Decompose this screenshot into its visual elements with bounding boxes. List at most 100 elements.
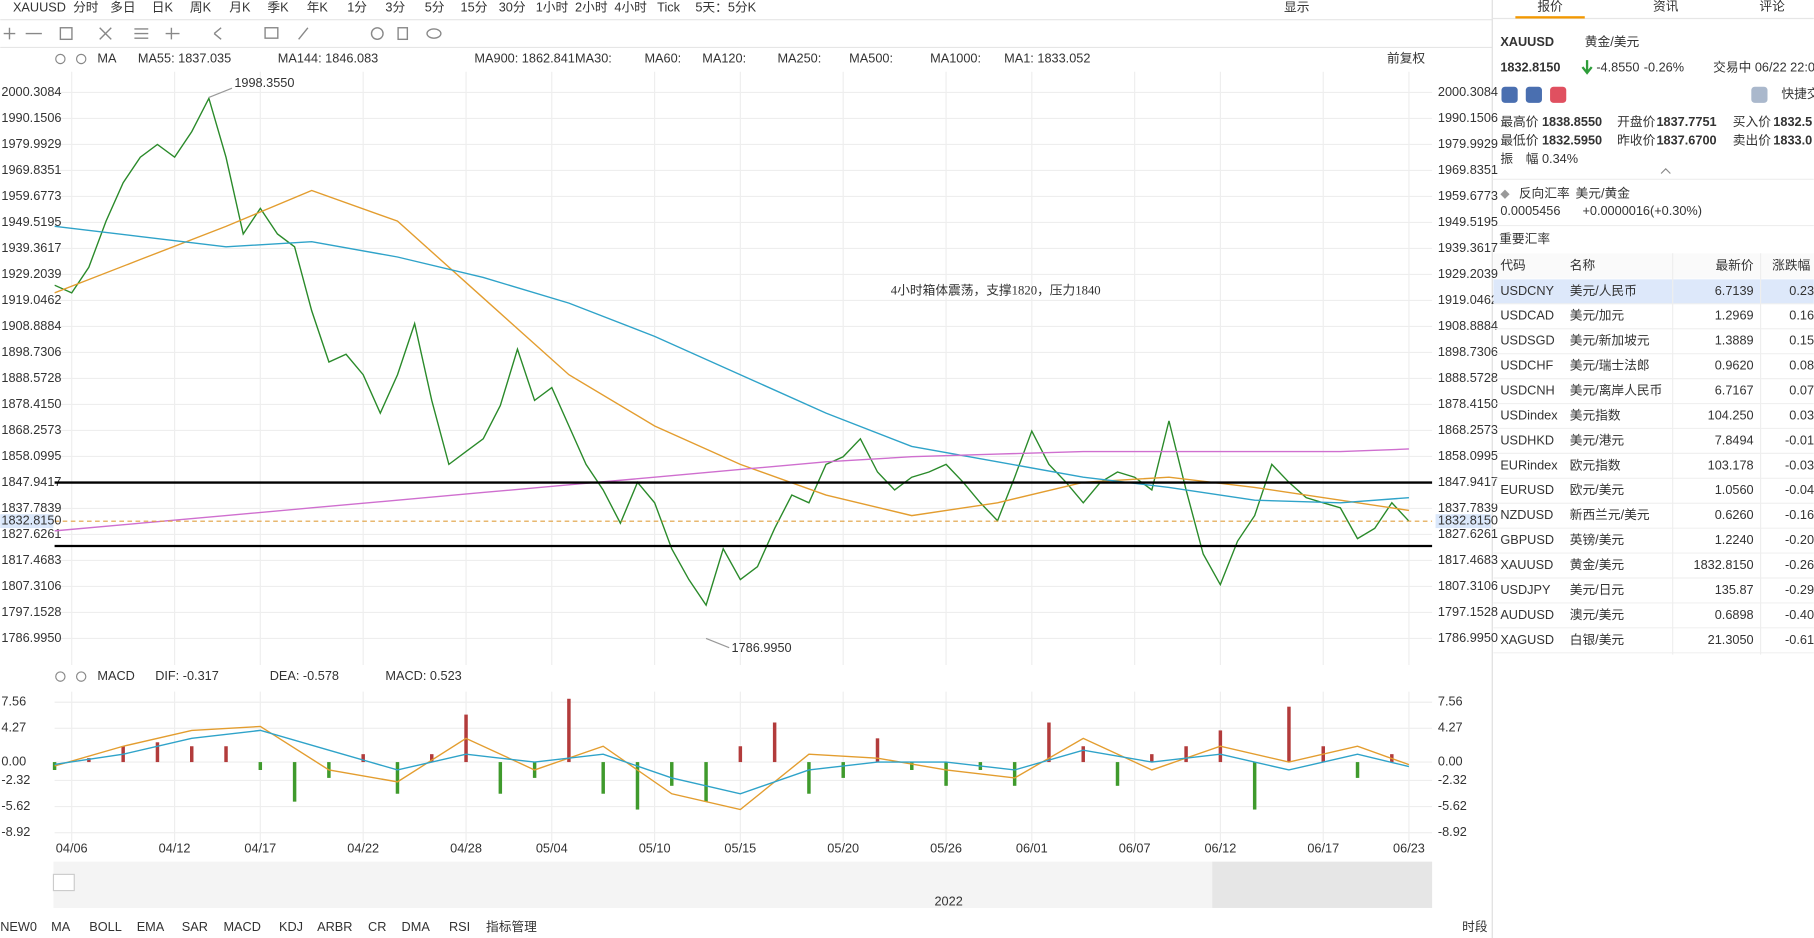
panel-tab[interactable]: 报价	[1537, 0, 1563, 13]
delete-icon[interactable]	[397, 27, 409, 41]
quote-status: 交易中 06/22 22:05(	[1713, 60, 1814, 75]
row-change: 0.07%	[1789, 383, 1814, 398]
navigator[interactable]	[53, 861, 1433, 908]
session-button[interactable]: 时段	[1462, 919, 1488, 934]
y-tick-label: 4.27	[1438, 720, 1463, 735]
series-line	[54, 189, 1410, 517]
y-tick-label: 1797.1528	[1, 604, 61, 619]
period-button[interactable]: 分时	[73, 0, 99, 14]
arrow-icon[interactable]	[213, 27, 222, 40]
macd-bar	[807, 762, 811, 794]
x-tick-label: 04/22	[347, 840, 379, 855]
row-price: 0.9620	[1715, 358, 1754, 373]
macd-bar	[910, 762, 914, 770]
indicator-button[interactable]: MACD	[223, 919, 260, 934]
y-tick-label: 1939.3617	[1438, 240, 1498, 255]
y-tick-label: 1858.0995	[1, 448, 61, 463]
row-name: 美元/日元	[1570, 582, 1625, 597]
period-button[interactable]: 周K	[190, 0, 212, 14]
quote-row[interactable]: USDCAD 美元/加元 1.2969 0.16%	[1493, 308, 1814, 330]
symbol-tab[interactable]: XAUUSD	[13, 0, 66, 14]
macd-bar	[738, 746, 743, 763]
macd-bar	[1047, 722, 1051, 763]
x-tick-label: 04/12	[159, 840, 191, 855]
quick-trade[interactable]: 快捷交	[1781, 86, 1814, 101]
navigator-window[interactable]	[1212, 861, 1433, 908]
stat-label: 最低价	[1500, 132, 1538, 147]
y-tick-label: 1817.4683	[1438, 552, 1498, 567]
x-tick-label: 04/17	[244, 840, 276, 855]
stat-label: 卖出价	[1733, 132, 1771, 147]
period-button[interactable]: 5分	[425, 0, 445, 14]
period-button[interactable]: 30分	[499, 0, 526, 14]
period-button[interactable]: 15分	[461, 0, 488, 14]
lines-icon[interactable]	[134, 28, 149, 39]
period-button[interactable]: 年K	[307, 0, 329, 14]
stat-value: 0.34%	[1542, 151, 1578, 166]
x-tick-label: 05/04	[536, 840, 568, 855]
eye-icon[interactable]	[426, 28, 442, 39]
rect-icon[interactable]	[59, 27, 73, 41]
hide-icon[interactable]	[370, 27, 384, 41]
macd-bar	[395, 762, 400, 794]
indicator-button[interactable]: MA	[51, 919, 71, 934]
quote-row[interactable]: USDCHF 美元/瑞士法郎 0.9620 0.08%	[1493, 358, 1814, 380]
quote-icon[interactable]	[1525, 86, 1542, 103]
quote-icon[interactable]	[1550, 86, 1567, 103]
panel-tab[interactable]: 评论	[1759, 0, 1785, 13]
row-price: 0.6898	[1715, 607, 1754, 622]
legend-item: DIF: -0.317	[155, 668, 219, 683]
row-code: USDSGD	[1500, 333, 1554, 348]
indicator-manage[interactable]: 指标管理	[486, 919, 537, 934]
period-button[interactable]: 日K	[152, 0, 174, 14]
panel-tab[interactable]: 资讯	[1653, 0, 1679, 13]
alert-icon[interactable]	[1751, 86, 1768, 103]
period-button[interactable]: 2小时	[575, 0, 608, 14]
indicator-button[interactable]: BOLL	[89, 919, 122, 934]
quote-row[interactable]: GBPUSD 英镑/美元 1.2240 -0.20%	[1493, 532, 1814, 554]
navigator-handle[interactable]	[52, 873, 75, 892]
period-button[interactable]: 3分	[385, 0, 405, 14]
quote-row[interactable]: EURUSD 欧元/美元 1.0560 -0.04%	[1493, 482, 1814, 504]
macd-bar	[258, 762, 263, 770]
y-tick-label: 1919.0462	[1, 292, 61, 307]
indicator-button[interactable]: CR	[368, 919, 386, 934]
macd-bar	[1355, 762, 1360, 778]
measure-icon[interactable]	[165, 27, 180, 40]
period-button[interactable]: 月K	[229, 0, 251, 14]
y-tick-label: 1969.8351	[1, 162, 61, 177]
period-button[interactable]: 多日	[110, 0, 135, 14]
adjust-button[interactable]: 前复权	[1387, 50, 1425, 65]
fork-icon[interactable]	[99, 27, 112, 40]
note-icon[interactable]	[264, 27, 279, 39]
pen-icon[interactable]	[298, 27, 309, 40]
legend-item: MA1000:	[930, 50, 981, 65]
period-button[interactable]: 1小时	[536, 0, 569, 14]
indicator-button[interactable]: EMA	[137, 919, 165, 934]
indicator-button[interactable]: DMA	[402, 919, 431, 934]
display-menu[interactable]: 显示	[1284, 0, 1309, 14]
indicator-button[interactable]: RSI	[449, 919, 470, 934]
period-button[interactable]: 1分	[347, 0, 367, 14]
indicator-button[interactable]: KDJ	[279, 919, 303, 934]
indicator-button[interactable]: SAR	[182, 919, 208, 934]
period-button[interactable]: 4小时	[614, 0, 647, 14]
indicator-button[interactable]: ARBR	[317, 919, 352, 934]
y-tick-label: 1959.6773	[1438, 188, 1498, 203]
period-button[interactable]: 5天：5分K	[695, 0, 756, 14]
x-tick-label: 05/26	[930, 840, 962, 855]
row-price: 0.6260	[1715, 507, 1754, 522]
y-tick-label: 1786.9950	[1438, 630, 1498, 645]
macd-bar	[944, 762, 948, 786]
quote-icon[interactable]	[1501, 86, 1518, 103]
x-tick-label: 06/01	[1016, 840, 1048, 855]
drawing-tools	[3, 27, 442, 41]
macd-bar	[292, 762, 297, 802]
quote-row[interactable]: XAGUSD 白银/美元 21.3050 -0.61%	[1493, 632, 1814, 654]
period-button[interactable]: Tick	[657, 0, 680, 14]
crosshair-icon[interactable]	[3, 27, 16, 40]
row-name: 黄金/美元	[1570, 557, 1625, 572]
macd-bar	[224, 746, 228, 763]
period-button[interactable]: 季K	[267, 0, 289, 14]
quote-row[interactable]: USDCNY 美元/人民币 6.7139 0.23%	[1493, 279, 1814, 305]
